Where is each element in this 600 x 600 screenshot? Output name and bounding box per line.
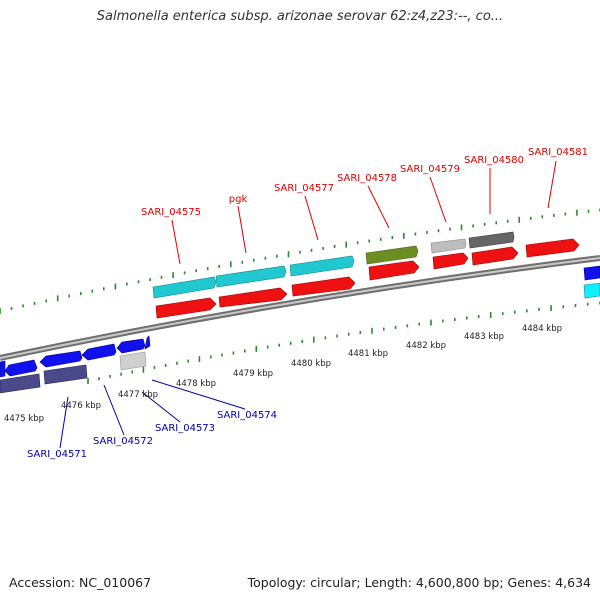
gene-r-blue-1[interactable] — [0, 360, 6, 378]
ruler-label-4478: 4478 kbp — [176, 379, 216, 389]
label-f5[interactable]: SARI_04579 — [400, 164, 460, 175]
gene-f3-red[interactable] — [291, 276, 356, 297]
forward-strand-track — [152, 231, 600, 319]
forward-labels: SARI_04575 pgk SARI_04577 SARI_04578 SAR… — [141, 147, 588, 265]
accession-text: Accession: NC_010067 — [9, 575, 152, 590]
gene-f4-colored[interactable] — [365, 245, 419, 265]
upper-scale-ticks — [0, 208, 600, 314]
ruler-label-4483: 4483 kbp — [464, 332, 504, 342]
ruler-label-4481: 4481 kbp — [348, 349, 388, 359]
gene-r3-gray[interactable] — [119, 351, 147, 371]
ruler-label-4484: 4484 kbp — [522, 324, 562, 334]
label-f7[interactable]: SARI_04581 — [528, 147, 588, 158]
gene-f4-red[interactable] — [368, 260, 420, 281]
label-f6[interactable]: SARI_04580 — [464, 155, 524, 166]
gene-r-blue-5[interactable] — [116, 338, 146, 354]
label-r3[interactable]: SARI_04573 — [155, 423, 215, 434]
ruler-label-4475: 4475 kbp — [4, 414, 44, 424]
label-r2[interactable]: SARI_04572 — [93, 436, 153, 447]
gene-f6-red[interactable] — [471, 246, 519, 266]
gene-f5-red[interactable] — [432, 252, 469, 270]
gene-r1-slate[interactable] — [0, 373, 41, 394]
gene-edge-cyan[interactable] — [583, 282, 600, 299]
label-f4[interactable]: SARI_04578 — [337, 173, 397, 184]
gene-r-blue-6[interactable] — [144, 335, 151, 350]
gene-f1-colored[interactable] — [152, 276, 217, 299]
gene-f2-red[interactable] — [218, 287, 288, 308]
ruler-label-4476: 4476 kbp — [61, 401, 101, 411]
label-f2[interactable]: pgk — [229, 194, 248, 205]
label-r4[interactable]: SARI_04574 — [217, 410, 277, 421]
ruler-label-4482: 4482 kbp — [406, 341, 446, 351]
genome-backbone-highlight — [0, 257, 600, 359]
ruler-labels: 4475 kbp 4476 kbp 4477 kbp 4478 kbp 4479… — [4, 324, 562, 424]
genome-summary-text: Topology: circular; Length: 4,600,800 bp… — [247, 575, 591, 590]
gene-f5-colored[interactable] — [430, 238, 467, 254]
gene-f7-red[interactable] — [525, 238, 580, 258]
gene-r2-slate[interactable] — [43, 364, 88, 385]
label-r1[interactable]: SARI_04571 — [27, 449, 87, 460]
ruler-label-4479: 4479 kbp — [233, 369, 273, 379]
ruler-label-4477: 4477 kbp — [118, 390, 158, 400]
lower-scale-ticks — [87, 301, 600, 384]
gene-f1-red[interactable] — [155, 297, 217, 319]
map-title: Salmonella enterica subsp. arizonae sero… — [96, 9, 504, 24]
gene-f6-colored[interactable] — [468, 231, 515, 249]
gene-r-blue-3[interactable] — [39, 350, 83, 368]
gene-f3-colored[interactable] — [289, 255, 355, 277]
reverse-labels: SARI_04571 SARI_04572 SARI_04573 SARI_04… — [27, 379, 277, 460]
gene-r-blue-4[interactable] — [81, 343, 117, 361]
gene-f2-colored[interactable] — [215, 265, 287, 288]
ruler-label-4480: 4480 kbp — [291, 359, 331, 369]
gene-edge-blue[interactable] — [583, 265, 600, 281]
reverse-strand-track — [0, 335, 151, 394]
label-f1[interactable]: SARI_04575 — [141, 207, 201, 218]
gene-r-blue-2[interactable] — [4, 359, 38, 377]
label-f3[interactable]: SARI_04577 — [274, 183, 334, 194]
